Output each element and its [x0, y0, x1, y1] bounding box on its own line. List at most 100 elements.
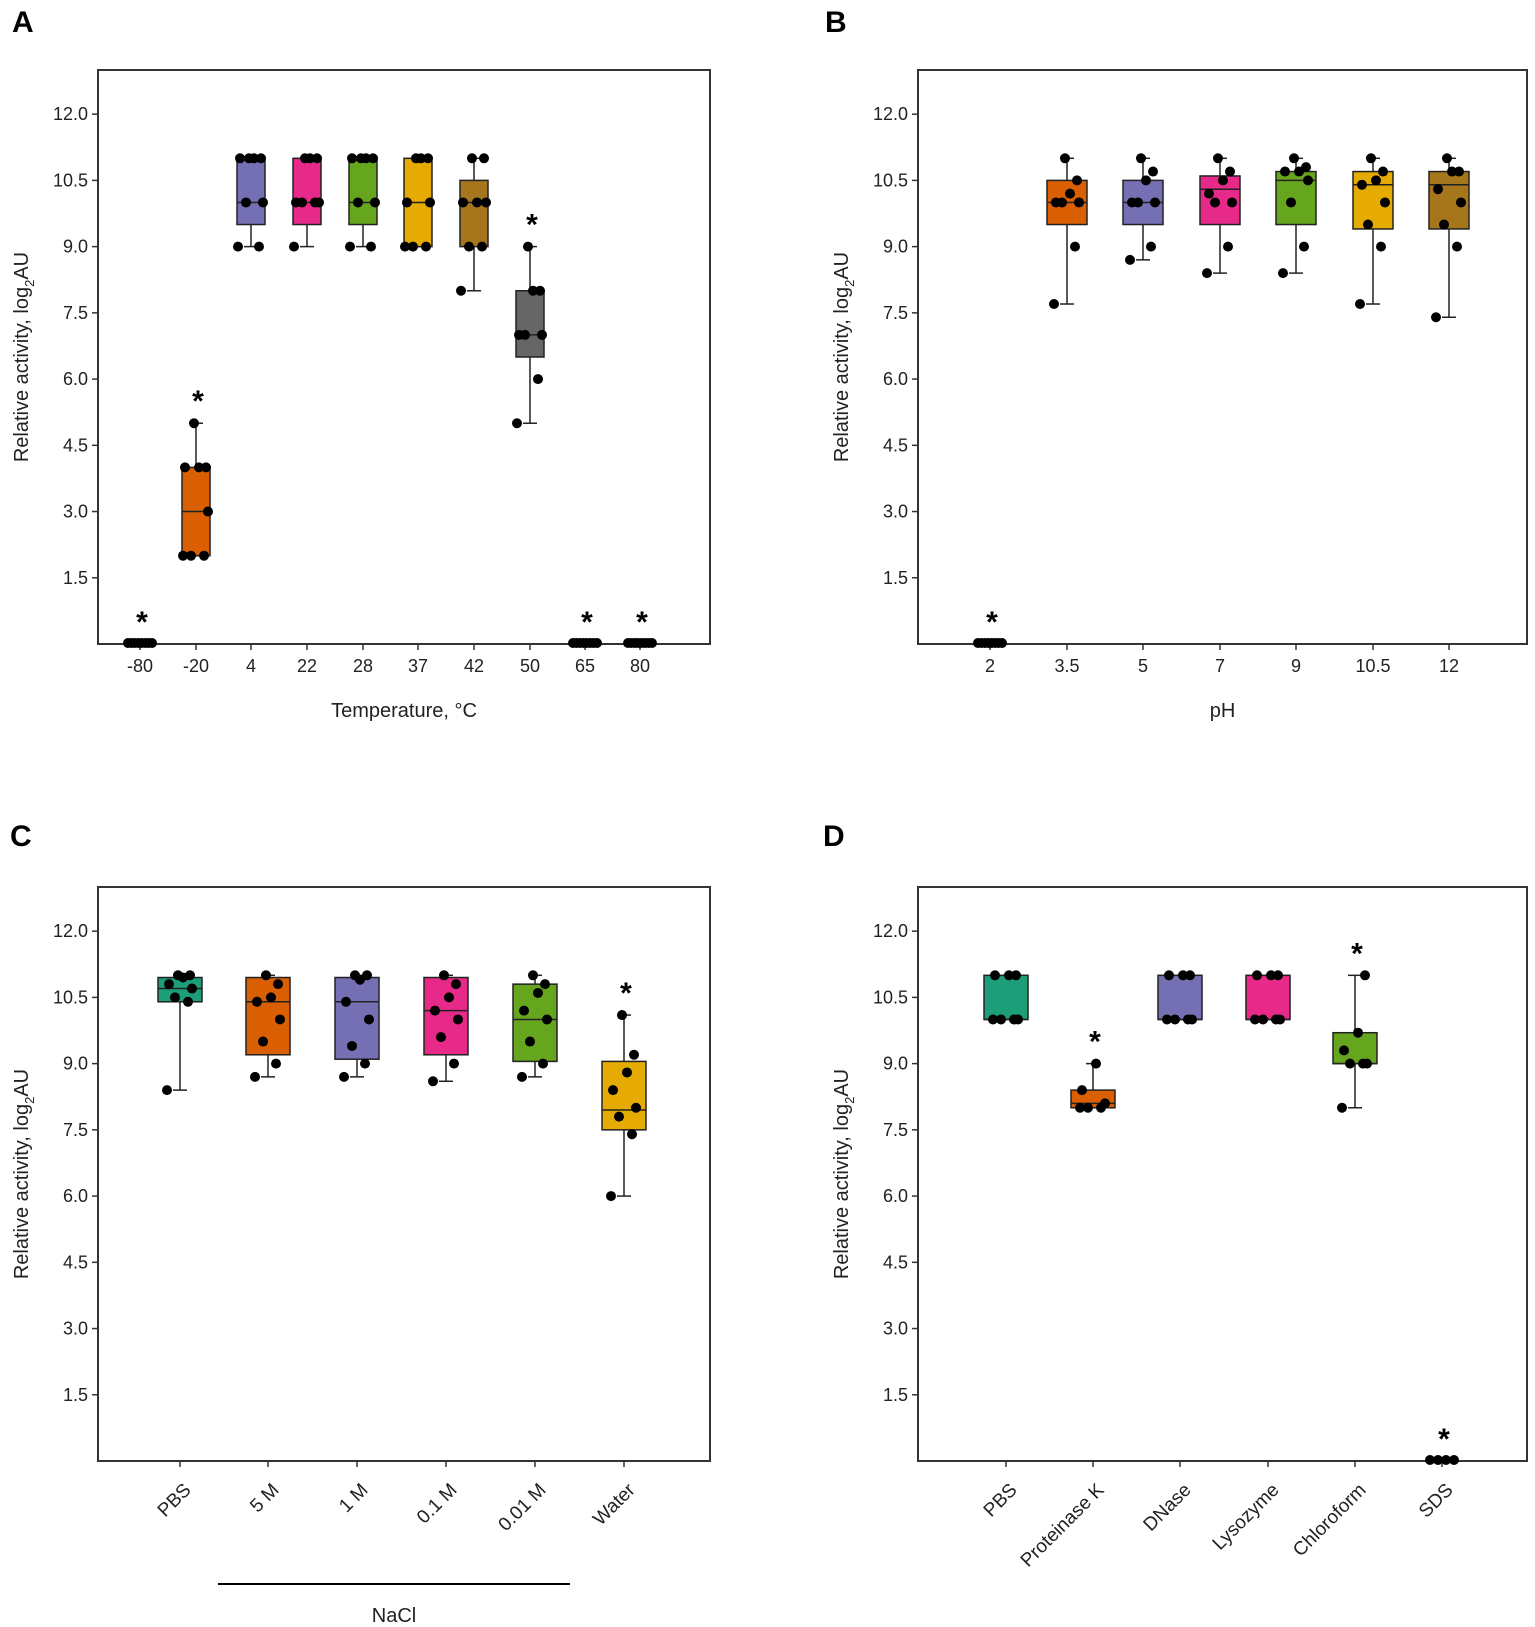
data-point	[439, 970, 449, 981]
data-point	[1136, 153, 1146, 164]
panel-b: B 1.5 3.0 4.5 6.0 7.5 9.0 10.5 12.0 Relative acti…	[825, 6, 1528, 722]
box-group: PBS	[154, 970, 203, 1521]
data-point	[235, 153, 245, 164]
data-point	[1213, 153, 1223, 164]
data-point	[1075, 1102, 1085, 1113]
y-tick-label: 3.0	[883, 502, 908, 522]
x-tick-label: -80	[127, 656, 153, 676]
x-tick-label: 80	[630, 656, 650, 676]
x-tick-label: Water	[589, 1479, 640, 1530]
data-point	[187, 983, 197, 994]
data-point	[1353, 1027, 1363, 1038]
box-group: 50 *	[512, 209, 547, 676]
panel-letter: B	[825, 6, 847, 39]
data-point	[256, 153, 266, 164]
data-point	[1433, 1455, 1443, 1465]
data-point	[1204, 188, 1214, 199]
data-point	[537, 329, 547, 340]
data-point	[1339, 1045, 1349, 1056]
box	[459, 179, 489, 248]
data-point	[360, 1058, 370, 1069]
data-point	[1125, 254, 1135, 265]
box	[1245, 974, 1291, 1021]
x-tick-label: SDS	[1415, 1480, 1457, 1522]
data-point	[199, 550, 209, 561]
y-tick-label: 6.0	[63, 1186, 88, 1206]
significance-star: *	[1351, 937, 1363, 970]
y-tick-label: 1.5	[63, 568, 88, 588]
significance-star: *	[1438, 1423, 1450, 1456]
plot-frame	[97, 886, 711, 1462]
data-point	[444, 992, 454, 1003]
data-point	[988, 1014, 998, 1025]
x-tick-label: DNase	[1140, 1480, 1196, 1536]
y-tick-label: 4.5	[63, 435, 88, 455]
y-tick-label: 1.5	[883, 568, 908, 588]
box-group: 7	[1199, 153, 1241, 676]
box-group: 5	[1122, 153, 1164, 676]
x-tick-label: Chloroform	[1289, 1480, 1370, 1561]
data-point	[362, 970, 372, 981]
data-point	[266, 992, 276, 1003]
data-point	[1223, 241, 1233, 252]
y-tick-label: 9.0	[883, 1054, 908, 1074]
data-point	[990, 970, 1000, 981]
box-group: 22	[289, 153, 324, 676]
y-tick-label: 10.5	[53, 170, 88, 190]
x-tick-label: 10.5	[1355, 656, 1390, 676]
data-point	[458, 197, 468, 208]
y-tick-label: 4.5	[63, 1252, 88, 1272]
x-tick-label: 0.01 M	[495, 1480, 551, 1536]
plot-frame	[97, 69, 711, 645]
data-point	[1148, 166, 1158, 177]
data-point	[254, 241, 264, 252]
data-point	[1146, 241, 1156, 252]
data-point	[1371, 175, 1381, 186]
plot-frame	[917, 69, 1528, 645]
data-point	[147, 638, 157, 648]
y-axis-label: Relative activity, log2AU	[11, 252, 37, 462]
data-point	[467, 153, 477, 164]
data-point	[423, 153, 433, 164]
data-point	[1442, 153, 1452, 164]
y-tick-label: 10.5	[53, 987, 88, 1007]
data-point	[622, 1067, 632, 1078]
data-point	[203, 506, 213, 517]
data-point	[250, 1071, 260, 1082]
data-point	[1127, 197, 1137, 208]
significance-star: *	[581, 606, 593, 639]
data-point	[517, 1071, 527, 1082]
x-tick-label: 22	[297, 656, 317, 676]
data-point	[631, 1102, 641, 1113]
data-point	[1225, 166, 1235, 177]
x-tick-label: -20	[183, 656, 209, 676]
data-point	[350, 970, 360, 981]
significance-star: *	[636, 606, 648, 639]
x-axis-title: Temperature, °C	[331, 700, 477, 722]
box-group: 10.5	[1352, 153, 1394, 676]
data-point	[472, 197, 482, 208]
box-group: 28	[345, 153, 380, 676]
group-label: NaCl	[372, 1605, 416, 1627]
box-group: Chloroform *	[1289, 937, 1378, 1561]
data-point	[528, 970, 538, 981]
data-point	[1227, 197, 1237, 208]
data-point	[164, 979, 174, 990]
y-axis-label: Relative activity, log2AU	[11, 1069, 37, 1279]
data-point	[540, 979, 550, 990]
data-point	[1447, 166, 1457, 177]
data-point	[314, 197, 324, 208]
data-point	[614, 1111, 624, 1122]
data-point	[1378, 166, 1388, 177]
y-tick-label: 9.0	[883, 237, 908, 257]
y-tick-label: 9.0	[63, 237, 88, 257]
data-point	[1337, 1102, 1347, 1113]
x-tick-label: 1 M	[335, 1480, 372, 1517]
data-point	[347, 1040, 357, 1051]
data-point	[1376, 241, 1386, 252]
data-point	[339, 1071, 349, 1082]
y-axis-label: Relative activity, log2AU	[831, 1069, 857, 1279]
data-point	[178, 550, 188, 561]
data-point	[366, 241, 376, 252]
